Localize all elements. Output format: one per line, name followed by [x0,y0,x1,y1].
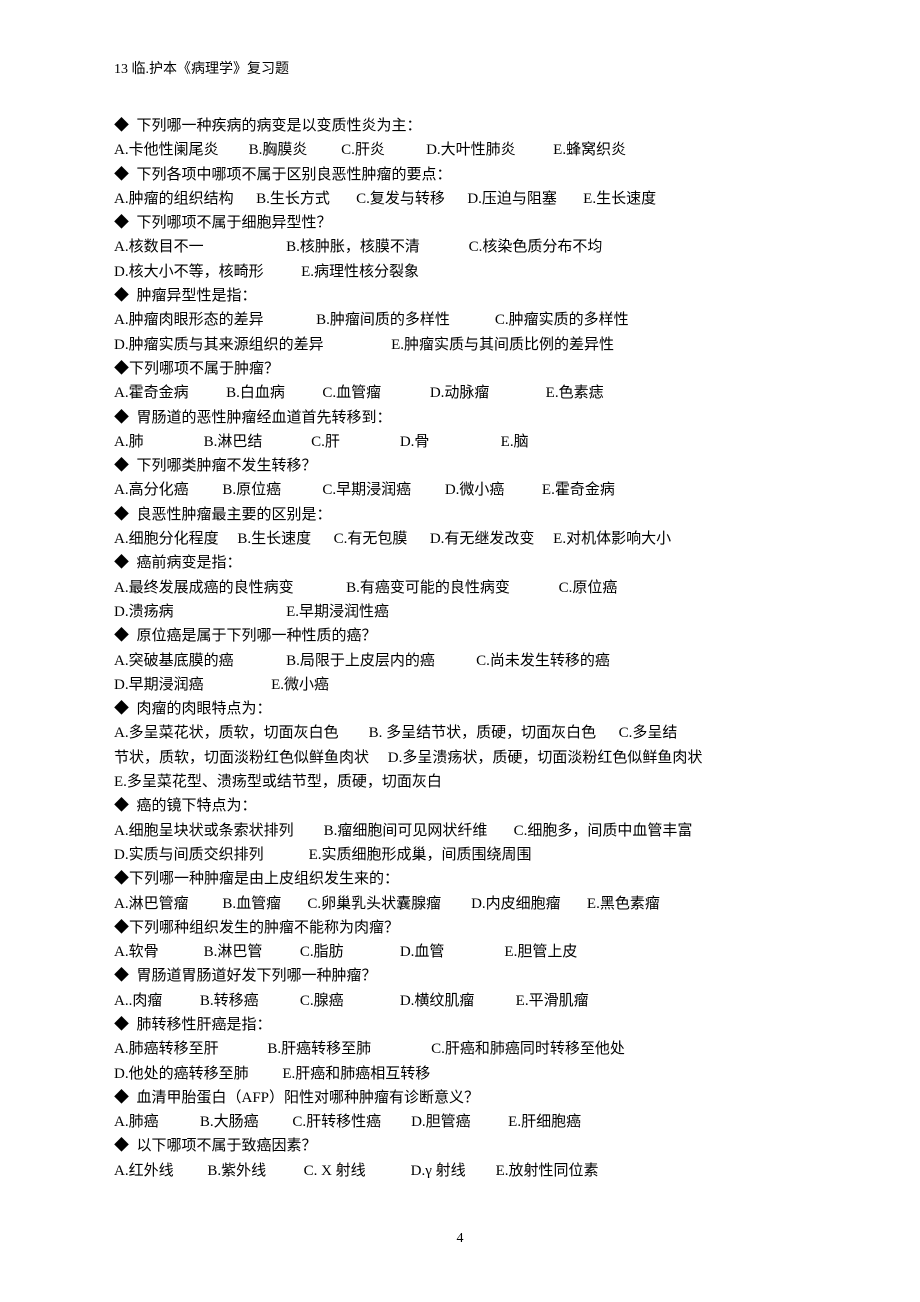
text-line: A.软骨 B.淋巴管 C.脂肪 D.血管 E.胆管上皮 [114,940,806,964]
text-line: A.淋巴管瘤 B.血管瘤 C.卵巢乳头状囊腺瘤 D.内皮细胞瘤 E.黑色素瘤 [114,892,806,916]
text-line: A.核数目不一 B.核肿胀，核膜不清 C.核染色质分布不均 [114,235,806,259]
text-line: A.红外线 B.紫外线 C. X 射线 D.γ 射线 E.放射性同位素 [114,1159,806,1183]
text-line: D.早期浸润癌 E.微小癌 [114,673,806,697]
text-line: ◆下列哪种组织发生的肿瘤不能称为肉瘤？ [114,916,806,940]
question-content: ◆ 下列哪一种疾病的病变是以变质性炎为主：A.卡他性阑尾炎 B.胸膜炎 C.肝炎… [114,114,806,1183]
text-line: ◆ 肺转移性肝癌是指： [114,1013,806,1037]
text-line: A.霍奇金病 B.白血病 C.血管瘤 D.动脉瘤 E.色素痣 [114,381,806,405]
text-line: D.核大小不等，核畸形 E.病理性核分裂象 [114,260,806,284]
text-line: A.多呈菜花状，质软，切面灰白色 B. 多呈结节状，质硬，切面灰白色 C.多呈结 [114,721,806,745]
text-line: ◆ 胃肠道的恶性肿瘤经血道首先转移到： [114,406,806,430]
text-line: A.细胞呈块状或条索状排列 B.瘤细胞间可见网状纤维 C.细胞多，间质中血管丰富 [114,819,806,843]
text-line: A.肺癌 B.大肠癌 C.肝转移性癌 D.胆管癌 E.肝细胞癌 [114,1110,806,1134]
text-line: D.实质与间质交织排列 E.实质细胞形成巢，间质围绕周围 [114,843,806,867]
text-line: ◆ 血清甲胎蛋白（AFP）阳性对哪种肿瘤有诊断意义？ [114,1086,806,1110]
text-line: A..肉瘤 B.转移癌 C.腺癌 D.横纹肌瘤 E.平滑肌瘤 [114,989,806,1013]
text-line: A.高分化癌 B.原位癌 C.早期浸润癌 D.微小癌 E.霍奇金病 [114,478,806,502]
text-line: ◆ 癌的镜下特点为： [114,794,806,818]
text-line: ◆ 下列哪类肿瘤不发生转移？ [114,454,806,478]
text-line: 节状，质软，切面淡粉红色似鲜鱼肉状 D.多呈溃疡状，质硬，切面淡粉红色似鲜鱼肉状 [114,746,806,770]
text-line: D.肿瘤实质与其来源组织的差异 E.肿瘤实质与其间质比例的差异性 [114,333,806,357]
text-line: ◆ 下列各项中哪项不属于区别良恶性肿瘤的要点： [114,163,806,187]
text-line: A.卡他性阑尾炎 B.胸膜炎 C.肝炎 D.大叶性肺炎 E.蜂窝织炎 [114,138,806,162]
text-line: A.肿瘤的组织结构 B.生长方式 C.复发与转移 D.压迫与阻塞 E.生长速度 [114,187,806,211]
text-line: A.细胞分化程度 B.生长速度 C.有无包膜 D.有无继发改变 E.对机体影响大… [114,527,806,551]
text-line: ◆ 肉瘤的肉眼特点为： [114,697,806,721]
text-line: ◆下列哪一种肿瘤是由上皮组织发生来的： [114,867,806,891]
page-number: 4 [114,1231,806,1247]
text-line: ◆ 肿瘤异型性是指： [114,284,806,308]
text-line: A.最终发展成癌的良性病变 B.有癌变可能的良性病变 C.原位癌 [114,576,806,600]
text-line: ◆ 原位癌是属于下列哪一种性质的癌？ [114,624,806,648]
page-header: 13 临.护本《病理学》复习题 [114,58,806,78]
text-line: D.他处的癌转移至肺 E.肝癌和肺癌相互转移 [114,1062,806,1086]
text-line: A.肿瘤肉眼形态的差异 B.肿瘤间质的多样性 C.肿瘤实质的多样性 [114,308,806,332]
text-line: A.肺 B.淋巴结 C.肝 D.骨 E.脑 [114,430,806,454]
text-line: ◆ 癌前病变是指： [114,551,806,575]
text-line: ◆ 以下哪项不属于致癌因素？ [114,1134,806,1158]
document-page: 13 临.护本《病理学》复习题 ◆ 下列哪一种疾病的病变是以变质性炎为主：A.卡… [0,0,920,1287]
text-line: A.突破基底膜的癌 B.局限于上皮层内的癌 C.尚未发生转移的癌 [114,649,806,673]
text-line: E.多呈菜花型、溃疡型或结节型，质硬，切面灰白 [114,770,806,794]
text-line: D.溃疡病 E.早期浸润性癌 [114,600,806,624]
text-line: ◆下列哪项不属于肿瘤？ [114,357,806,381]
text-line: ◆ 下列哪一种疾病的病变是以变质性炎为主： [114,114,806,138]
text-line: ◆ 胃肠道胃肠道好发下列哪一种肿瘤？ [114,964,806,988]
text-line: ◆ 良恶性肿瘤最主要的区别是： [114,503,806,527]
text-line: ◆ 下列哪项不属于细胞异型性？ [114,211,806,235]
text-line: A.肺癌转移至肝 B.肝癌转移至肺 C.肝癌和肺癌同时转移至他处 [114,1037,806,1061]
